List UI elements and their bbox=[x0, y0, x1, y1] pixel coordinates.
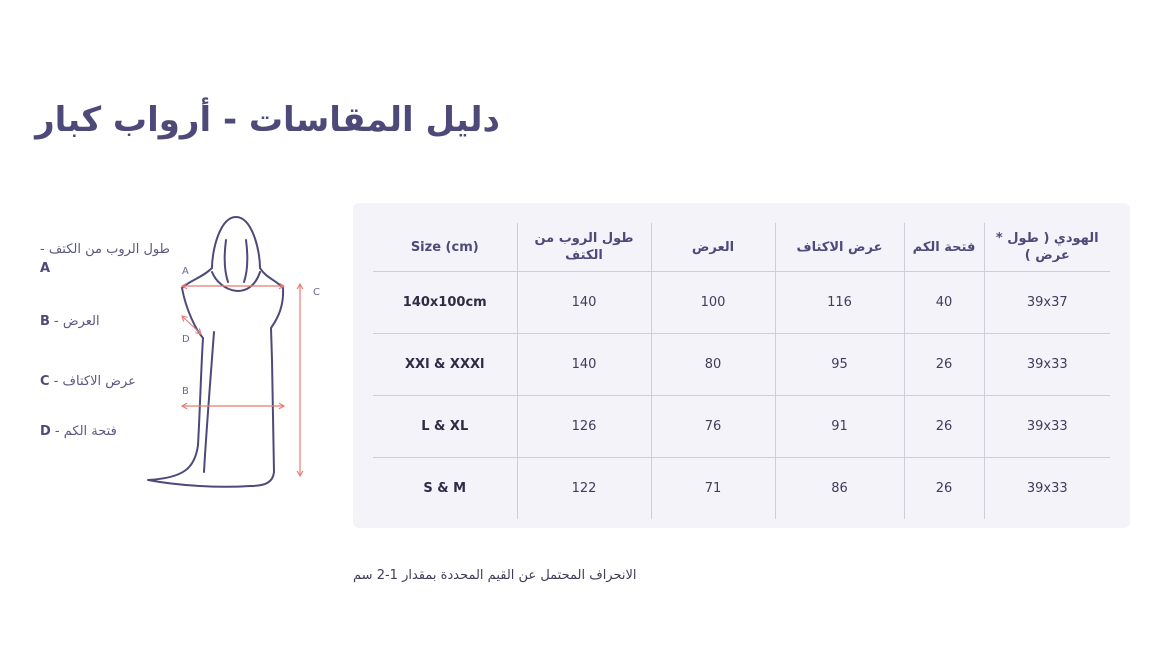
legend-item-d: فتحة الكم - D bbox=[40, 424, 117, 439]
cell-robe-length: 122 bbox=[516, 457, 651, 519]
measurement-arrows bbox=[180, 282, 304, 478]
cell-size: XXl & XXXl bbox=[373, 333, 517, 396]
legend-label: فتحة الكم bbox=[63, 424, 117, 439]
legend-label: العرض bbox=[62, 314, 100, 329]
legend-item-b: العرض - B bbox=[40, 314, 100, 329]
diagram-label-b: B bbox=[182, 386, 189, 397]
legend-item-c: عرض الاكتاف - C bbox=[40, 374, 136, 389]
diagram-label-c: C bbox=[313, 287, 320, 298]
table-row: XXl & XXXl 140 80 95 26 39x33 bbox=[373, 333, 1110, 396]
cell-sleeve-opening: 40 bbox=[903, 271, 984, 334]
legend-letter: B bbox=[40, 314, 50, 329]
cell-size: L & XL bbox=[373, 395, 517, 458]
legend-letter: A bbox=[40, 261, 51, 276]
legend-letter: C bbox=[40, 374, 50, 389]
cell-shoulder-width: 86 bbox=[774, 457, 904, 519]
diagram-label-d: D bbox=[182, 334, 190, 345]
header-shoulder-width: عرض الاكتاف bbox=[774, 223, 904, 272]
cell-hood: 39x33 bbox=[983, 395, 1110, 458]
page-title: دليل المقاسات - أرواب كبار bbox=[35, 100, 500, 140]
legend-label: عرض الاكتاف bbox=[62, 374, 136, 389]
cell-sleeve-opening: 26 bbox=[903, 333, 984, 396]
header-hood: الهودي ( طول * عرض ) bbox=[983, 223, 1110, 272]
header-sleeve-opening: فتحة الكم bbox=[903, 223, 984, 272]
cell-width: 100 bbox=[650, 271, 775, 334]
cell-sleeve-opening: 26 bbox=[903, 457, 984, 519]
header-width: العرض bbox=[650, 223, 775, 272]
robe-diagram: A B C D bbox=[147, 216, 320, 488]
cell-robe-length: 140 bbox=[516, 333, 651, 396]
cell-hood: 39x37 bbox=[983, 271, 1110, 334]
cell-shoulder-width: 91 bbox=[774, 395, 904, 458]
cell-hood: 39x33 bbox=[983, 333, 1110, 396]
size-table: Size (cm) طول الروب من الكتف العرض عرض ا… bbox=[373, 223, 1110, 519]
legend-letter: D bbox=[40, 424, 51, 439]
table-row: 140x100cm 140 100 116 40 39x37 bbox=[373, 271, 1110, 334]
cell-size: S & M bbox=[423, 481, 467, 496]
cell-shoulder-width: 95 bbox=[774, 333, 904, 396]
cell-sleeve-opening: 26 bbox=[903, 395, 984, 458]
size-table-card: Size (cm) طول الروب من الكتف العرض عرض ا… bbox=[353, 203, 1130, 528]
cell-robe-length: 126 bbox=[516, 395, 651, 458]
cell-robe-length: 140 bbox=[516, 271, 651, 334]
cell-shoulder-width: 116 bbox=[774, 271, 904, 334]
header-robe-length: طول الروب من الكتف bbox=[516, 223, 651, 272]
cell-hood: 39x33 bbox=[983, 457, 1110, 519]
header-size: Size (cm) bbox=[373, 223, 517, 272]
legend-item-a: طول الروب من الكتف - A bbox=[40, 242, 170, 276]
cell-width: 71 bbox=[650, 457, 775, 519]
table-row: L & XL 126 76 91 26 39x33 bbox=[373, 395, 1110, 458]
table-header-row: Size (cm) طول الروب من الكتف العرض عرض ا… bbox=[373, 223, 1110, 272]
legend-label: طول الروب من الكتف bbox=[48, 242, 170, 257]
tolerance-note: الانحراف المحتمل عن القيم المحددة بمقدار… bbox=[353, 568, 637, 583]
table-row: S & M 122 71 86 26 39x33 bbox=[373, 457, 1110, 519]
cell-width: 76 bbox=[650, 395, 775, 458]
robe-outline bbox=[147, 216, 285, 488]
cell-size: 140x100cm bbox=[373, 271, 517, 334]
cell-width: 80 bbox=[650, 333, 775, 396]
diagram-label-a: A bbox=[182, 266, 189, 277]
